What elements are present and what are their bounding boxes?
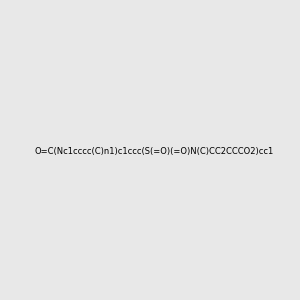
Text: O=C(Nc1cccc(C)n1)c1ccc(S(=O)(=O)N(C)CC2CCCO2)cc1: O=C(Nc1cccc(C)n1)c1ccc(S(=O)(=O)N(C)CC2C… [34,147,273,156]
